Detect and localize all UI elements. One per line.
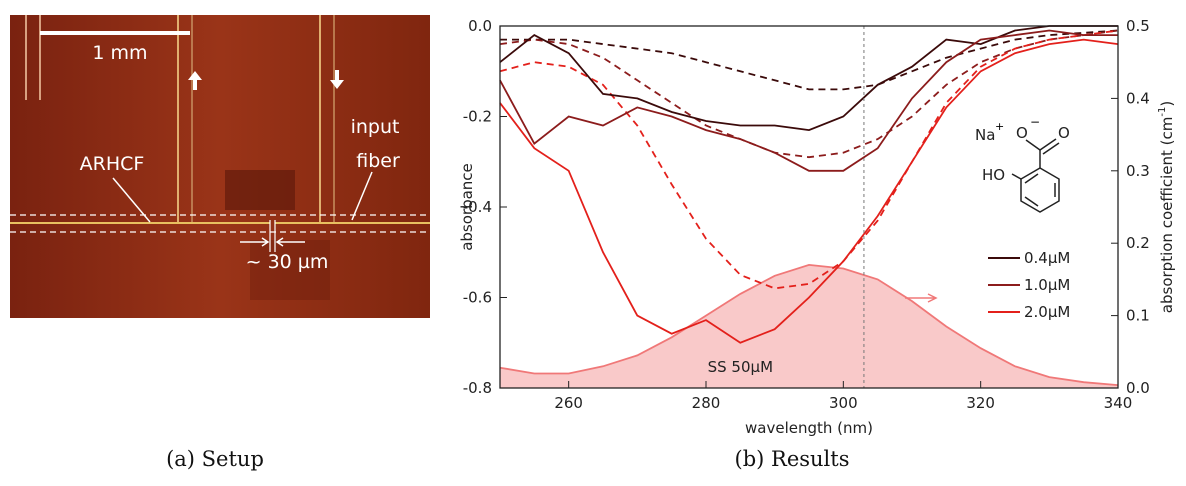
area-line xyxy=(499,263,1119,386)
y-tick-label: -0.8 xyxy=(463,379,492,397)
y2-tick-label: 0.4 xyxy=(1126,89,1150,107)
x-tick-label: 260 xyxy=(554,394,583,412)
series-label: SS 50µM xyxy=(708,358,773,376)
axis-arrow xyxy=(905,293,938,303)
line xyxy=(499,29,1119,159)
input-label: input xyxy=(351,116,400,138)
legend-label: 2.0µM xyxy=(1024,303,1070,321)
y-tick-label: 0.0 xyxy=(468,17,492,35)
y2-tick-label: 0.0 xyxy=(1126,379,1150,397)
line xyxy=(499,29,1118,172)
y2-tick-label: 0.5 xyxy=(1126,17,1150,35)
y-tick-label: -0.2 xyxy=(463,108,492,126)
line xyxy=(499,38,1119,344)
y2-tick-label: 0.3 xyxy=(1126,162,1150,180)
structure-label: Na xyxy=(975,126,995,144)
gap-label: ~ 30 µm xyxy=(246,251,329,273)
setup-photo xyxy=(10,15,430,318)
y-tick-label: -0.6 xyxy=(463,289,492,307)
legend-label: 0.4µM xyxy=(1024,249,1070,267)
structure-label: HO xyxy=(982,166,1005,184)
x-tick-label: 340 xyxy=(1104,394,1133,412)
scale-bar-label: 1 mm xyxy=(92,42,147,64)
y2-axis-label-part: absorption coefficient (cm xyxy=(1158,117,1176,314)
y2-tick-label: 0.2 xyxy=(1126,234,1150,252)
y-tick-label: -0.4 xyxy=(463,198,492,216)
caption: (b) Results xyxy=(735,447,850,471)
fiber-label: ARHCF xyxy=(80,153,145,175)
x-tick-label: 300 xyxy=(829,394,858,412)
input-label: fiber xyxy=(356,150,400,172)
area-fill xyxy=(500,264,1118,388)
x-tick-label: 320 xyxy=(966,394,995,412)
structure-label: O xyxy=(1016,124,1028,142)
caption: (a) Setup xyxy=(166,447,264,471)
structure-label: + xyxy=(995,120,1004,133)
structure-label: − xyxy=(1030,115,1040,129)
y2-tick-label: 0.1 xyxy=(1126,307,1150,325)
structure-label: O xyxy=(1058,124,1070,142)
y2-axis-label-sup: -1 xyxy=(1157,107,1168,117)
line xyxy=(499,29,1119,290)
legend-label: 1.0µM xyxy=(1024,276,1070,294)
line xyxy=(500,29,1119,91)
y2-axis-label: absorption coefficient (cm-1) xyxy=(1157,101,1176,313)
x-axis-label: wavelength (nm) xyxy=(745,419,873,437)
line xyxy=(499,25,1118,132)
x-tick-label: 280 xyxy=(692,394,721,412)
y-axis-label: absorbance xyxy=(458,163,476,251)
molecule xyxy=(1011,138,1060,213)
y2-axis-label-part: ) xyxy=(1158,101,1176,107)
